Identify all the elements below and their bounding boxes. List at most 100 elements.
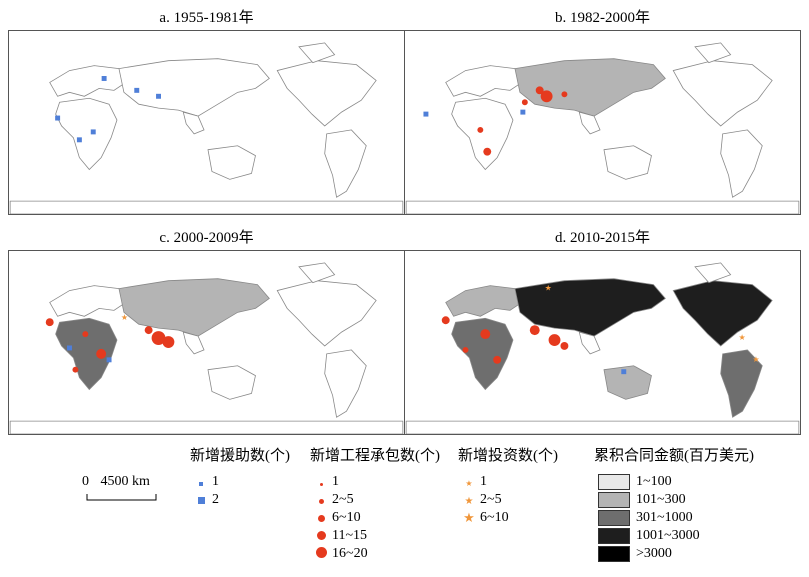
aid-marker [90, 129, 96, 135]
legend-investment-label-1: 1 [480, 474, 487, 489]
continent-samerica [324, 129, 367, 198]
continent-australia [207, 365, 256, 400]
contract-dot-icon [319, 483, 323, 486]
continent-asia [118, 278, 270, 337]
contract-marker [529, 325, 540, 336]
star-icon: ★ [465, 479, 473, 488]
map-panel-c: c. 2000-2009年 ★ [8, 226, 405, 440]
contract-marker [560, 342, 569, 350]
continent-africa [451, 317, 514, 391]
panel-title-d: d. 2010-2015年 [555, 230, 650, 246]
contract-marker [477, 126, 484, 133]
legend-contract-label-1: 1 [332, 474, 339, 489]
world-map-a [8, 30, 405, 215]
legend-aid-label-1: 1 [212, 474, 219, 489]
swatch-301-1000 [598, 510, 630, 526]
scale-line [86, 494, 157, 501]
legend-contract-item-4: 11~15 [310, 528, 367, 544]
continent-indochina [578, 331, 601, 355]
contract-dot-icon [315, 547, 327, 558]
contract-marker [441, 316, 450, 325]
continent-indochina [578, 111, 601, 135]
legend-investment-label-2: 2~5 [480, 492, 502, 507]
legend-contract-label-3: 6~10 [332, 510, 361, 525]
continent-asia [514, 278, 666, 337]
aid-marker [55, 115, 61, 121]
contract-marker [45, 318, 54, 327]
map-svg-c: ★ [9, 262, 404, 434]
legend-contract-label-5: 16~20 [332, 546, 368, 561]
continent-africa [55, 97, 118, 171]
aid-marker [101, 76, 107, 81]
legend-investment-title: 新增投资数(个) [458, 448, 558, 464]
map-svg-b [405, 42, 800, 214]
contract-marker [162, 336, 175, 348]
scale-distance: 4500 km [100, 474, 150, 489]
world-map-b [404, 30, 801, 215]
contract-marker [483, 147, 492, 156]
continent-antarctica [405, 420, 800, 434]
contract-marker [548, 334, 561, 346]
map-panel-b: b. 1982-2000年 [404, 6, 801, 220]
aid-marker [423, 111, 429, 117]
continent-greenland [298, 262, 336, 284]
contract-dot-icon [316, 531, 326, 540]
legend-contract-item-1: 1 [310, 474, 339, 490]
star-icon: ★ [463, 510, 475, 525]
legend-aid-title: 新增援助数(个) [190, 448, 290, 464]
scale-zero: 0 [82, 474, 89, 489]
legend-investment-item-3: ★ 6~10 [458, 510, 509, 526]
aid-marker [156, 93, 161, 99]
aid-marker [621, 369, 627, 375]
map-svg-a [9, 42, 404, 214]
legend-value-item-4: 1001~3000 [598, 528, 700, 544]
contract-marker [535, 86, 544, 95]
contract-marker [151, 331, 166, 345]
continent-samerica [720, 349, 763, 418]
legend-investment-item-1: ★ 1 [458, 474, 487, 490]
panel-title-a: a. 1955-1981年 [159, 10, 254, 26]
panel-title-c: c. 2000-2009年 [159, 230, 254, 246]
contract-marker [82, 331, 89, 338]
aid-marker [520, 109, 526, 115]
continent-indochina [182, 331, 205, 355]
continent-australia [603, 145, 652, 180]
legend-aid-label-2: 2 [212, 492, 219, 507]
legend-investment-item-2: ★ 2~5 [458, 492, 502, 508]
map-panel-d: d. 2010-2015年 ★ ★ ★ [404, 226, 801, 440]
contract-dot-icon [318, 499, 324, 504]
star-icon: ★ [464, 496, 474, 507]
world-map-c: ★ [8, 250, 405, 435]
aid-marker [67, 345, 72, 351]
continent-africa [451, 97, 514, 171]
investment-marker: ★ [752, 355, 759, 364]
swatch-101-300 [598, 492, 630, 508]
contract-marker [521, 99, 528, 106]
legend-value-title: 累积合同金额(百万美元) [594, 448, 754, 464]
continent-greenland [694, 262, 732, 284]
aid-square-icon [199, 482, 203, 486]
legend-contracts-title: 新增工程承包数(个) [310, 448, 440, 464]
legend-investment-label-3: 6~10 [480, 510, 509, 525]
continent-australia [603, 365, 652, 400]
contract-marker [144, 326, 153, 335]
legend-contract-item-2: 2~5 [310, 492, 354, 508]
continent-namerica [672, 280, 773, 347]
legend-contract-item-5: 16~20 [310, 546, 368, 562]
continent-antarctica [9, 200, 404, 214]
aid-marker [106, 357, 112, 363]
continent-europe [49, 285, 130, 317]
continent-antarctica [9, 420, 404, 434]
continent-antarctica [405, 200, 800, 214]
contract-marker [72, 366, 79, 373]
legend-contract-item-3: 6~10 [310, 510, 361, 526]
aid-square-icon [197, 497, 205, 504]
continent-australia [207, 145, 256, 180]
continent-europe [445, 285, 526, 317]
aid-marker [76, 137, 82, 143]
continent-namerica [276, 280, 377, 347]
swatch-1001-3000 [598, 528, 630, 544]
continent-greenland [694, 42, 732, 64]
continent-samerica [720, 129, 763, 198]
continent-greenland [298, 42, 336, 64]
